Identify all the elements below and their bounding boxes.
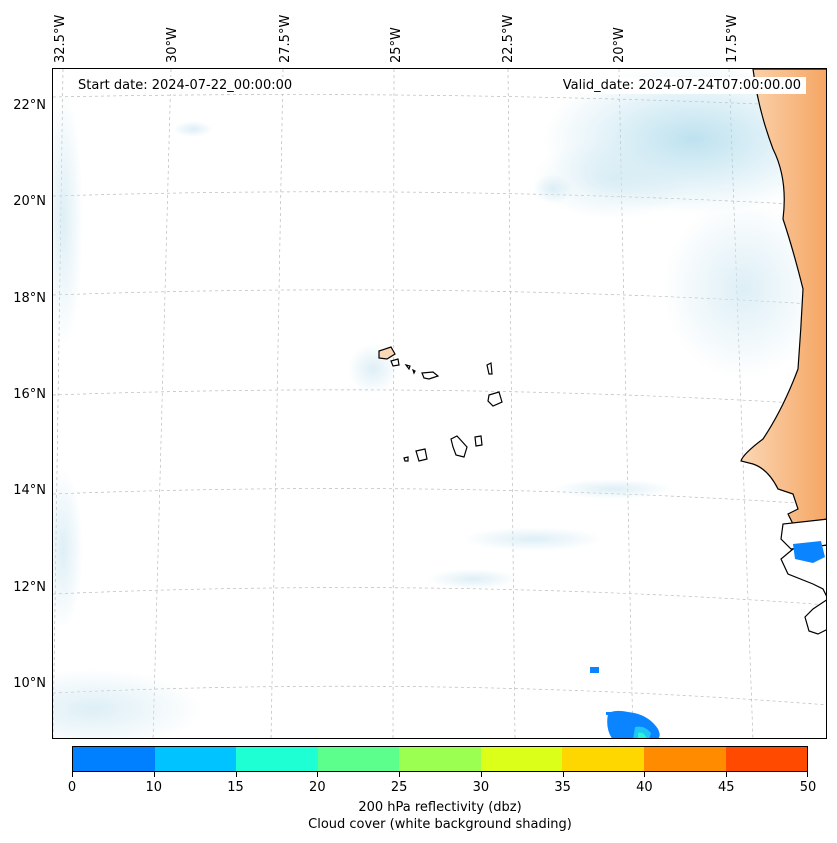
valid-date-label: Valid_date: 2024-07-24T07:00:00.00 — [557, 77, 806, 94]
colorbar-tick-label: 45 — [717, 780, 735, 795]
colorbar-segment — [236, 747, 318, 771]
colorbar-tick-label: 30 — [472, 780, 490, 795]
lat-label: 18°N — [13, 291, 46, 306]
lon-label: 27.5°W — [278, 14, 293, 63]
lat-label: 14°N — [13, 483, 46, 498]
lat-label: 22°N — [13, 98, 46, 113]
lat-label: 16°N — [13, 387, 46, 402]
graticule — [53, 69, 826, 738]
reflectivity-patches — [590, 541, 825, 738]
colorbar-tick-label: 10 — [145, 780, 163, 795]
colorbar-tick-label: 0 — [67, 780, 77, 795]
colorbar-segment — [480, 747, 563, 771]
colorbar — [72, 746, 808, 772]
colorbar-tick-mark — [154, 772, 155, 777]
colorbar-tick-label: 20 — [309, 780, 326, 795]
colorbar-title-cloud: Cloud cover (white background shading) — [308, 817, 572, 832]
colorbar-segment — [73, 747, 155, 771]
colorbar-segment — [154, 747, 237, 771]
colorbar-tick-label: 15 — [227, 780, 244, 795]
lon-label: 20°W — [612, 27, 627, 63]
colorbar-tick-label: 25 — [390, 780, 408, 795]
cape-verde-islands — [378, 346, 503, 462]
colorbar-tick-label: 50 — [799, 780, 817, 795]
map-canvas — [53, 69, 826, 738]
lon-label: 22.5°W — [501, 14, 516, 63]
colorbar-tick-mark — [807, 772, 808, 777]
colorbar-segment — [399, 747, 481, 771]
colorbar-tick-mark — [399, 772, 400, 777]
colorbar-tick-mark — [726, 772, 727, 777]
colorbar-tick-mark — [317, 772, 318, 777]
colorbar-tick-label: 40 — [636, 780, 653, 795]
lon-label: 17.5°W — [725, 14, 740, 63]
colorbar-segment — [725, 747, 808, 771]
colorbar-segment — [643, 747, 726, 771]
start-date-label: Start date: 2024-07-22_00:00:00 — [73, 77, 298, 94]
cloud-cover — [53, 69, 826, 738]
colorbar-tick-mark — [72, 772, 73, 777]
lon-label: 30°W — [165, 27, 180, 63]
lon-label: 32.5°W — [53, 14, 68, 63]
colorbar-tick-label: 35 — [554, 780, 571, 795]
colorbar-title-reflectivity: 200 hPa reflectivity (dbz) — [358, 800, 522, 815]
colorbar-tick-mark — [481, 772, 482, 777]
colorbar-segment — [317, 747, 400, 771]
lat-label: 20°N — [13, 194, 46, 209]
lat-label: 10°N — [13, 676, 46, 691]
colorbar-tick-mark — [563, 772, 564, 777]
map-panel: Start date: 2024-07-22_00:00:00 Valid_da… — [52, 68, 827, 739]
colorbar-tick-mark — [236, 772, 237, 777]
lat-label: 12°N — [13, 580, 46, 595]
colorbar-segment — [562, 747, 644, 771]
colorbar-tick-mark — [644, 772, 645, 777]
lon-label: 25°W — [389, 27, 404, 63]
